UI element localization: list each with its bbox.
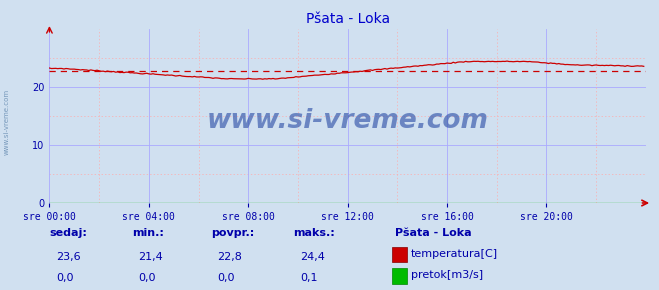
Text: maks.:: maks.: — [293, 228, 335, 238]
Text: Pšata - Loka: Pšata - Loka — [395, 228, 472, 238]
Text: www.si-vreme.com: www.si-vreme.com — [207, 108, 488, 134]
Text: temperatura[C]: temperatura[C] — [411, 249, 498, 259]
Text: min.:: min.: — [132, 228, 163, 238]
Text: 0,1: 0,1 — [300, 273, 318, 283]
Text: 23,6: 23,6 — [56, 251, 80, 262]
Text: sedaj:: sedaj: — [49, 228, 87, 238]
Text: 22,8: 22,8 — [217, 251, 243, 262]
Text: 0,0: 0,0 — [56, 273, 74, 283]
Text: www.si-vreme.com: www.si-vreme.com — [3, 89, 10, 155]
Title: Pšata - Loka: Pšata - Loka — [306, 12, 389, 26]
Text: 24,4: 24,4 — [300, 251, 325, 262]
Text: 0,0: 0,0 — [138, 273, 156, 283]
Text: povpr.:: povpr.: — [211, 228, 254, 238]
Text: 0,0: 0,0 — [217, 273, 235, 283]
Text: 21,4: 21,4 — [138, 251, 163, 262]
Text: pretok[m3/s]: pretok[m3/s] — [411, 270, 482, 280]
